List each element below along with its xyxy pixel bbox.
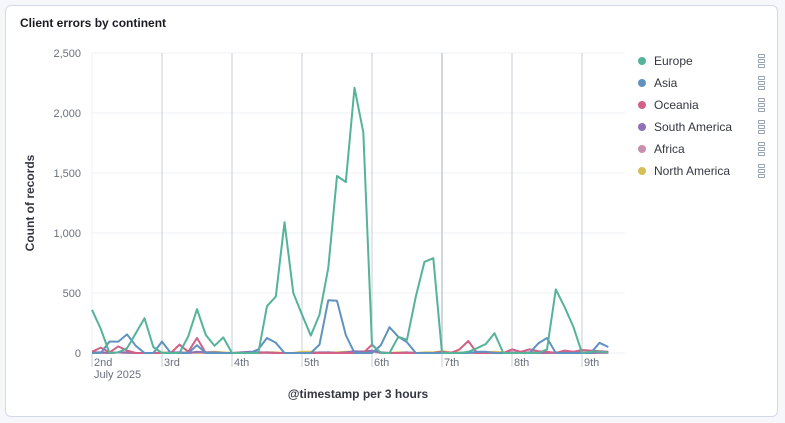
legend-item[interactable]: North America [638,160,768,182]
series-line-asia [92,299,609,354]
legend-item[interactable]: Europe [638,50,768,72]
x-tick-label: 9th [584,357,599,369]
legend-actions-icon[interactable] [758,119,765,135]
legend-actions-icon[interactable] [758,75,765,91]
series-line-oceania [91,337,609,354]
y-axis-title: Count of records [23,154,37,251]
legend-actions-icon[interactable] [758,97,765,113]
y-tick-label: 2,500 [53,48,81,60]
panel-title: Client errors by continent [20,16,167,30]
x-tick-label: 3rd [164,357,180,369]
x-tick-label: 8th [514,357,529,369]
x-tick-label: 2nd [94,357,112,369]
legend-actions-icon[interactable] [758,163,765,179]
legend-color-dot-icon [638,167,646,175]
y-tick-label: 2,000 [53,108,81,120]
legend-color-dot-icon [638,123,646,131]
x-tick-label: 4th [234,357,249,369]
legend-label: Africa [654,142,685,156]
x-sub-label: July 2025 [94,369,141,381]
legend-actions-icon[interactable] [758,53,765,69]
y-tick-label: 1,000 [53,228,81,240]
legend-label: Asia [654,76,678,90]
x-tick-label: 6th [374,357,389,369]
y-tick-label: 1,500 [53,168,81,180]
x-axis-title: @timestamp per 3 hours [288,387,429,401]
legend-color-dot-icon [638,57,646,65]
legend-item[interactable]: South America [638,116,768,138]
legend-color-dot-icon [638,101,646,109]
legend-actions-icon[interactable] [758,141,765,157]
legend-color-dot-icon [638,79,646,87]
legend-item[interactable]: Asia [638,72,768,94]
legend-label: North America [654,164,731,178]
legend-label: Oceania [654,98,699,112]
legend-label: South America [654,120,733,134]
legend-color-dot-icon [638,145,646,153]
legend-label: Europe [654,54,693,68]
series-line-europe [91,86,609,354]
y-tick-label: 500 [63,288,81,300]
x-tick-label: 7th [444,357,459,369]
y-tick-label: 0 [75,348,81,360]
legend-item[interactable]: Africa [638,138,768,160]
x-tick-label: 5th [304,357,319,369]
chart-legend: Europe Asia Oceania South America Africa Nort… [638,50,768,182]
legend-item[interactable]: Oceania [638,94,768,116]
